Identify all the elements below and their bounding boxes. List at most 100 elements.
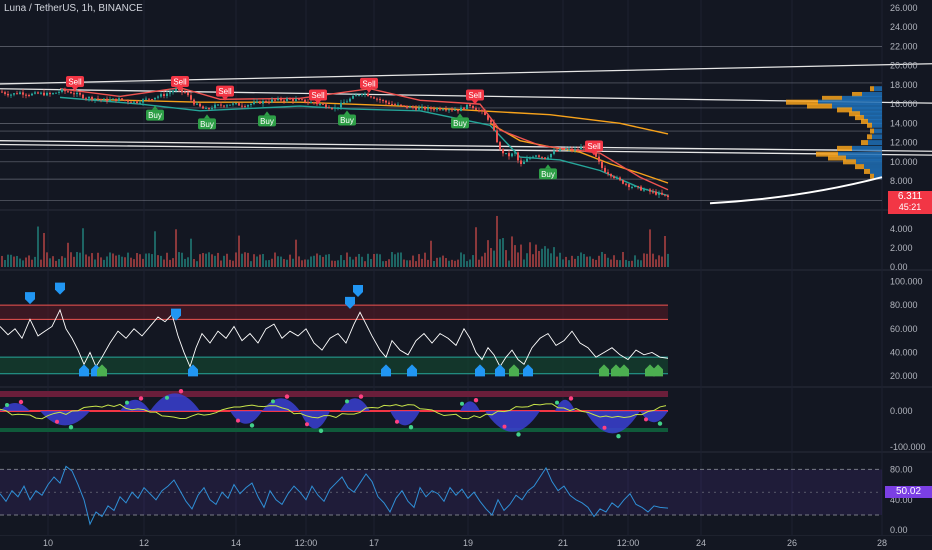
candle-body xyxy=(619,177,621,181)
buy-signal-label: Buy xyxy=(198,114,216,130)
candle-body xyxy=(427,107,429,110)
wt-dot-signal xyxy=(345,399,349,404)
wt-dot-signal xyxy=(516,432,521,437)
svg-text:Buy: Buy xyxy=(453,119,467,128)
volume-bar xyxy=(445,258,447,267)
candle-body xyxy=(445,109,447,111)
volume-bar xyxy=(478,259,480,267)
candle-body xyxy=(526,158,528,162)
volume-bar xyxy=(400,252,402,267)
wt-axis-label: 0.000 xyxy=(890,406,913,416)
volume-bar xyxy=(505,250,507,267)
volume-bar xyxy=(226,253,228,267)
volume-profile-bar xyxy=(852,91,862,97)
volume-bar xyxy=(427,259,429,267)
candle-body xyxy=(616,177,618,179)
volume-bar xyxy=(256,256,258,267)
volume-bar xyxy=(526,253,528,267)
candle-body xyxy=(106,98,108,102)
candle-body xyxy=(103,98,105,100)
wt-dot-signal xyxy=(602,425,607,430)
volume-bar xyxy=(493,250,495,267)
candle-body xyxy=(274,99,276,101)
volume-profile-bar xyxy=(867,134,872,140)
candle-body xyxy=(76,92,78,95)
volume-bar xyxy=(184,258,186,267)
volume-bar xyxy=(238,235,240,267)
curve-line xyxy=(709,176,883,205)
wt-dot-signal xyxy=(473,398,479,403)
candle-body xyxy=(49,92,51,95)
candle-body xyxy=(433,109,435,111)
candle-body xyxy=(343,102,345,104)
volume-bar xyxy=(136,252,138,267)
volume-bar xyxy=(73,256,75,267)
time-axis-label: 19 xyxy=(463,538,473,548)
last-price-value: 6.311 xyxy=(897,191,923,203)
volume-bar xyxy=(244,252,246,267)
price-axis-label: 12.000 xyxy=(890,138,918,148)
volume-bar xyxy=(16,255,18,267)
candle-body xyxy=(451,109,453,111)
volume-bar xyxy=(109,252,111,267)
candle-body xyxy=(85,98,87,100)
time-axis-label: 28 xyxy=(877,538,887,548)
candle-body xyxy=(307,102,309,104)
candle-body xyxy=(637,186,639,188)
wt-dot-signal xyxy=(657,421,663,426)
candle-body xyxy=(46,92,48,96)
volume-bar xyxy=(64,257,66,267)
volume-bar xyxy=(439,257,441,267)
candle-body xyxy=(256,101,258,103)
volume-profile-bar xyxy=(870,173,874,179)
candle-body xyxy=(430,107,432,110)
volume-bar xyxy=(625,259,627,267)
candle-body xyxy=(610,173,612,177)
candle-body xyxy=(202,106,204,109)
volume-profile-bar xyxy=(855,115,864,121)
candle-body xyxy=(484,111,486,116)
wt-upper-band xyxy=(0,391,668,397)
volume-profile-bar xyxy=(786,99,818,105)
volume-bar xyxy=(331,260,333,267)
candle-body xyxy=(193,99,195,105)
wt-dot-signal xyxy=(555,400,559,405)
volume-profile-bar xyxy=(861,118,868,124)
volume-profile-bar xyxy=(861,140,868,146)
volume-bar xyxy=(463,254,465,267)
candle-body xyxy=(499,142,501,150)
volume-bar xyxy=(271,258,273,267)
candle-body xyxy=(346,101,348,103)
rsi-marker-top xyxy=(55,282,65,295)
volume-bar xyxy=(541,248,543,267)
candle-body xyxy=(370,96,372,98)
candle-body xyxy=(223,105,225,107)
candle-body xyxy=(304,99,306,103)
candle-body xyxy=(292,98,294,101)
trend-line xyxy=(0,63,932,85)
price-axis-label: 10.000 xyxy=(890,157,918,167)
volume-profile-bar xyxy=(828,155,846,161)
volume-bar xyxy=(484,252,486,267)
volume-bar xyxy=(319,255,321,267)
volume-bar xyxy=(217,252,219,267)
volume-bar xyxy=(31,259,33,267)
wt-dot-signal xyxy=(284,394,290,399)
volume-axis-label: 4.000 xyxy=(890,224,913,234)
volume-bar xyxy=(298,256,300,267)
volume-bar xyxy=(163,259,165,267)
candle-body xyxy=(277,98,279,100)
candle-body xyxy=(67,91,69,93)
volume-bar xyxy=(349,256,351,267)
candle-body xyxy=(493,122,495,131)
candle-body xyxy=(214,104,216,109)
candle-body xyxy=(556,150,558,152)
candle-body xyxy=(4,92,6,94)
volume-profile-bar xyxy=(864,115,882,121)
rsi-marker-bottom xyxy=(475,364,485,377)
wt-dot-signal xyxy=(616,434,621,439)
volume-bar xyxy=(418,254,420,267)
candle-body xyxy=(310,101,312,103)
volume-bar xyxy=(205,253,207,267)
